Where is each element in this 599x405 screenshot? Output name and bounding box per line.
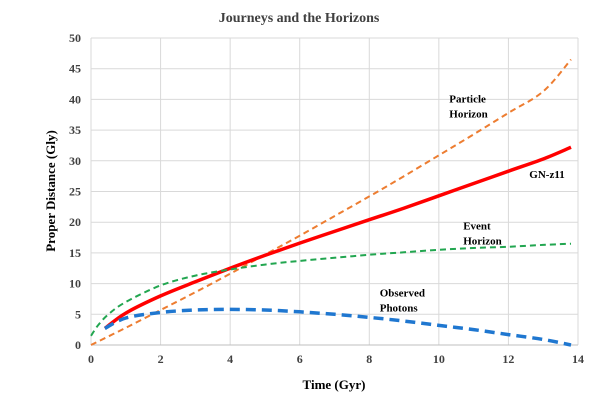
y-tick-label: 50 xyxy=(69,31,81,45)
series-line-particle-horizon xyxy=(90,58,572,346)
annotation-line: GN-z11 xyxy=(529,169,564,181)
x-tick-label: 12 xyxy=(502,352,514,366)
y-tick-label: 10 xyxy=(69,277,81,291)
annotation-line: Horizon xyxy=(449,108,488,120)
y-tick-label: 0 xyxy=(75,338,81,352)
series-line-gn-z11 xyxy=(103,145,572,330)
annotation-line: Horizon xyxy=(463,236,502,248)
tick-labels: 0 5 10 15 20 25 30 35 40 45 50 0 2 4 6 8 10 12 14 xyxy=(69,31,584,366)
x-tick-label: 10 xyxy=(433,352,445,366)
x-tick-label: 4 xyxy=(227,352,233,366)
annotation-event-horizon: Event Horizon xyxy=(463,221,502,248)
y-axis-label: Proper Distance (Gly) xyxy=(43,130,58,252)
x-tick-label: 0 xyxy=(88,352,94,366)
annotation-particle-horizon: Particle Horizon xyxy=(449,93,488,120)
series-line-event-horizon xyxy=(90,242,572,337)
y-tick-label: 25 xyxy=(69,185,81,199)
annotation-gn-z11: GN-z11 xyxy=(529,169,564,181)
y-tick-label: 15 xyxy=(69,246,81,260)
annotation-line: Observed xyxy=(380,287,425,299)
y-tick-label: 40 xyxy=(69,92,81,106)
chart-title: Journeys and the Horizons xyxy=(219,11,380,26)
annotation-line: Particle xyxy=(449,93,486,105)
x-tick-label: 8 xyxy=(366,352,372,366)
y-tick-label: 30 xyxy=(69,154,81,168)
x-axis-label: Time (Gyr) xyxy=(303,377,366,392)
y-tick-label: 35 xyxy=(69,123,81,137)
annotation-line: Photons xyxy=(380,302,419,314)
grid-lines xyxy=(90,37,579,346)
y-tick-label: 20 xyxy=(69,215,81,229)
annotation-line: Event xyxy=(463,221,491,233)
series-annotations: Particle Horizon GN-z11 Event Horizon Observe… xyxy=(380,93,565,314)
annotation-observed-photons: Observed Photons xyxy=(380,287,425,314)
x-tick-label: 2 xyxy=(158,352,164,366)
series-line-observed-photons xyxy=(104,307,572,347)
x-tick-label: 6 xyxy=(297,352,303,366)
x-tick-label: 14 xyxy=(572,352,584,366)
y-tick-label: 5 xyxy=(75,307,81,321)
series-lines xyxy=(90,58,572,347)
y-tick-label: 45 xyxy=(69,62,81,76)
